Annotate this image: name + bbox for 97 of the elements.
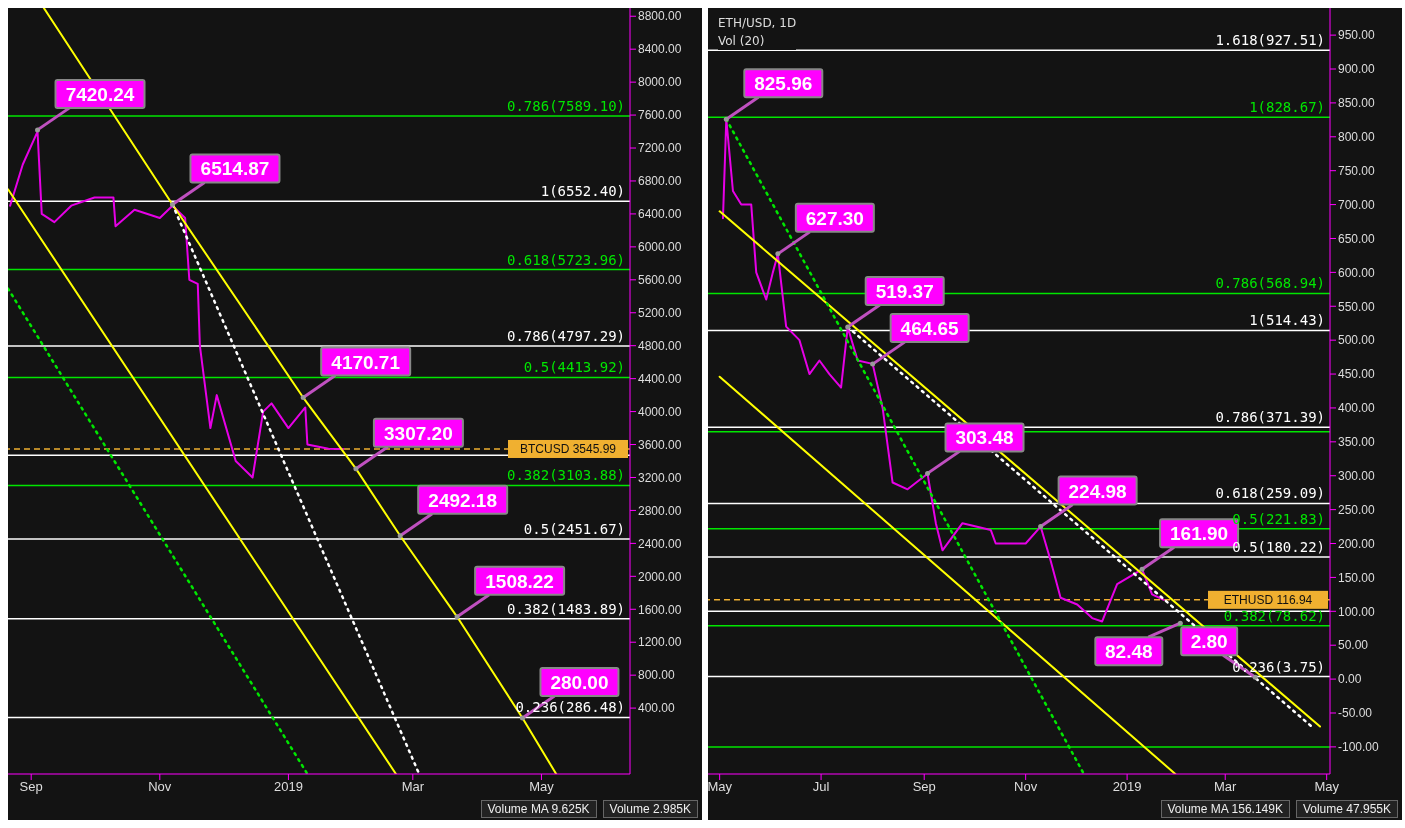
ref-line-label: 1.618(927.51) bbox=[1215, 32, 1325, 49]
y-tick-label: 350.00 bbox=[1338, 435, 1376, 450]
y-tick-label: 950.00 bbox=[1338, 28, 1376, 43]
y-tick-label: 450.00 bbox=[1338, 367, 1376, 382]
y-tick-label: 600.00 bbox=[1338, 265, 1376, 280]
ref-line-label: 1(514.43) bbox=[1249, 312, 1325, 329]
y-tick-label: 900.00 bbox=[1338, 62, 1376, 77]
ref-line-label: 0.5(2451.67) bbox=[523, 521, 625, 538]
y-tick-label: 8400.00 bbox=[638, 42, 682, 57]
y-tick-label: 400.00 bbox=[638, 701, 676, 716]
y-tick-label: 850.00 bbox=[1338, 96, 1376, 111]
y-tick-label: 650.00 bbox=[1338, 231, 1376, 246]
y-tick-label: 100.00 bbox=[1338, 604, 1376, 619]
y-tick-label: 1200.00 bbox=[638, 635, 682, 650]
x-tick-label: Sep bbox=[912, 779, 936, 795]
text: Volume 47.955K bbox=[1295, 800, 1398, 818]
x-tick-label: May bbox=[707, 779, 733, 795]
y-tick-label: 8800.00 bbox=[638, 9, 682, 24]
annotation: 303.48 bbox=[955, 427, 1014, 449]
ref-line-label: BTCUSD 3545.99 bbox=[519, 441, 617, 456]
annotation: 2.80 bbox=[1190, 631, 1228, 653]
ref-line-label: 1(828.67) bbox=[1249, 99, 1325, 116]
ref-line-label: 0.5(4413.92) bbox=[523, 359, 625, 376]
ref-line-label: 0.618(5723.96) bbox=[506, 251, 625, 268]
ref-line-label: ETHUSD 116.94 bbox=[1223, 592, 1313, 607]
y-tick-label: -100.00 bbox=[1338, 740, 1380, 755]
text: Volume MA 9.625K bbox=[480, 800, 597, 818]
y-tick-label: 400.00 bbox=[1338, 401, 1376, 416]
x-tick-label: 2019 bbox=[1112, 779, 1142, 795]
y-tick-label: 4400.00 bbox=[638, 371, 682, 386]
y-tick-label: 5200.00 bbox=[638, 306, 682, 321]
y-tick-label: 750.00 bbox=[1338, 163, 1376, 178]
x-tick-label: May bbox=[529, 779, 555, 795]
y-tick-label: 150.00 bbox=[1338, 570, 1376, 585]
ref-line-label: 0.5(180.22) bbox=[1232, 538, 1325, 555]
y-tick-label: 700.00 bbox=[1338, 197, 1376, 212]
text: Volume 2.985K bbox=[602, 800, 698, 818]
y-tick-label: 0.00 bbox=[1338, 672, 1362, 687]
y-tick-label: 1600.00 bbox=[638, 602, 682, 617]
y-tick-label: 4000.00 bbox=[638, 404, 682, 419]
ref-line-label: 0.786(4797.29) bbox=[506, 327, 625, 344]
x-tick-label: Mar bbox=[401, 779, 425, 795]
annotation: 82.48 bbox=[1105, 641, 1153, 663]
y-tick-label: 8000.00 bbox=[638, 75, 682, 90]
ref-line-label: 1(6552.40) bbox=[540, 183, 625, 200]
annotation: 519.37 bbox=[875, 281, 934, 303]
y-tick-label: 6400.00 bbox=[638, 207, 682, 222]
ref-line-label: 0.382(3103.88) bbox=[506, 467, 625, 484]
annotation: 464.65 bbox=[900, 318, 960, 340]
text: Vol (20) bbox=[718, 33, 766, 50]
x-tick-label: Jul bbox=[812, 779, 830, 795]
y-tick-label: 2400.00 bbox=[638, 536, 682, 551]
y-tick-label: 500.00 bbox=[1338, 333, 1376, 348]
ref-line-label: 0.382(78.62) bbox=[1223, 607, 1325, 624]
annotation: 1508.22 bbox=[485, 570, 554, 592]
annotation: 3307.20 bbox=[384, 422, 453, 444]
y-tick-label: -50.00 bbox=[1338, 706, 1373, 721]
annotation: 161.90 bbox=[1170, 523, 1229, 545]
annotation: 224.98 bbox=[1068, 480, 1127, 502]
y-tick-label: 200.00 bbox=[1338, 536, 1376, 551]
y-tick-label: 7200.00 bbox=[638, 141, 682, 156]
y-tick-label: 550.00 bbox=[1338, 299, 1376, 314]
annotation: 6514.87 bbox=[200, 158, 270, 180]
annotation: 280.00 bbox=[550, 671, 609, 693]
x-tick-label: Mar bbox=[1214, 779, 1238, 795]
annotation: 4170.71 bbox=[331, 351, 401, 373]
ref-line-label: 0.786(7589.10) bbox=[506, 97, 625, 114]
x-tick-label: Nov bbox=[148, 779, 172, 795]
x-tick-label: Sep bbox=[19, 779, 43, 795]
ref-line-label: 0.618(259.09) bbox=[1215, 485, 1325, 502]
ref-line-label: 0.5(221.83) bbox=[1232, 510, 1325, 527]
y-tick-label: 2800.00 bbox=[638, 503, 682, 518]
y-tick-label: 3200.00 bbox=[638, 470, 682, 485]
ref-line-label: 0.382(1483.89) bbox=[506, 600, 625, 617]
x-tick-label: 2019 bbox=[273, 779, 303, 795]
y-tick-label: 800.00 bbox=[638, 668, 676, 683]
y-tick-label: 800.00 bbox=[1338, 130, 1376, 145]
y-tick-label: 300.00 bbox=[1338, 468, 1376, 483]
annotation: 7420.24 bbox=[65, 83, 135, 105]
text: Volume MA 156.149K bbox=[1160, 800, 1290, 818]
text: ETH/USD, 1D bbox=[718, 15, 797, 32]
ref-line-label: 0.786(371.39) bbox=[1215, 409, 1325, 426]
annotation: 825.96 bbox=[754, 73, 813, 95]
y-tick-label: 5600.00 bbox=[638, 273, 682, 288]
x-tick-label: May bbox=[1314, 779, 1340, 795]
y-tick-label: 3600.00 bbox=[638, 437, 682, 452]
x-tick-label: Nov bbox=[1014, 779, 1038, 795]
y-tick-label: 7600.00 bbox=[638, 108, 682, 123]
y-tick-label: 50.00 bbox=[1338, 638, 1369, 653]
y-tick-label: 6000.00 bbox=[638, 240, 682, 255]
y-tick-label: 250.00 bbox=[1338, 502, 1376, 517]
annotation: 2492.18 bbox=[428, 489, 498, 511]
y-tick-label: 6800.00 bbox=[638, 174, 682, 189]
y-tick-label: 4800.00 bbox=[638, 338, 682, 353]
ref-line-label: 0.786(568.94) bbox=[1215, 275, 1325, 292]
annotation: 627.30 bbox=[805, 207, 864, 229]
y-tick-label: 2000.00 bbox=[638, 569, 682, 584]
